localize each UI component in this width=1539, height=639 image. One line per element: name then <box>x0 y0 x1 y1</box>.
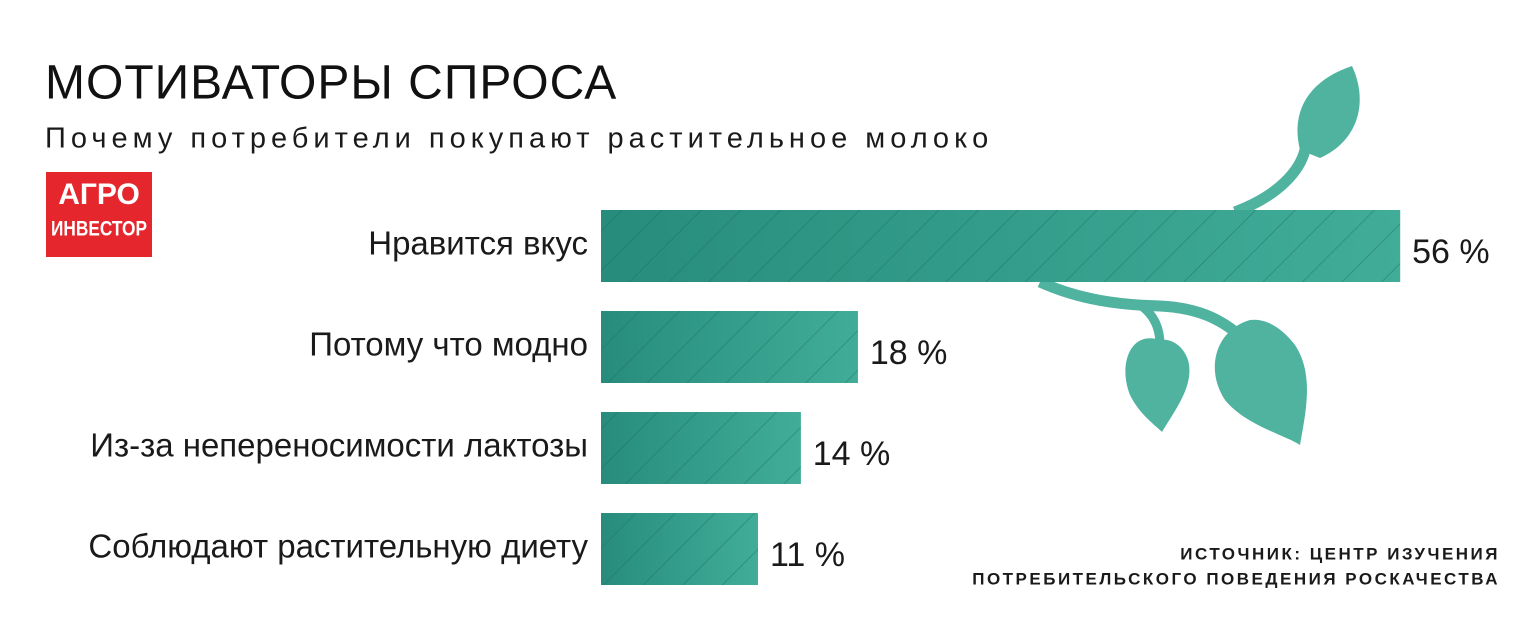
logo: АГРО ИНВЕСТОР <box>46 172 152 257</box>
bar-hatch <box>601 412 801 484</box>
category-label: Соблюдают растительную диету <box>88 528 588 565</box>
logo-text: ИНВЕСТОР <box>51 218 147 241</box>
source-text: ИСТОЧНИК: ЦЕНТР ИЗУЧЕНИЯ <box>1180 544 1500 563</box>
category-label: Из-за непереносимости лактозы <box>90 427 588 464</box>
source-text: ПОТРЕБИТЕЛЬСКОГО ПОВЕДЕНИЯ РОСКАЧЕСТВА <box>972 569 1500 588</box>
vine-decoration <box>1037 66 1360 445</box>
bar-hatch <box>601 513 758 585</box>
value-label: 14 % <box>813 435 891 473</box>
category-label: Потому что модно <box>309 326 588 363</box>
value-label: 18 % <box>870 334 948 372</box>
value-label: 11 % <box>770 536 845 574</box>
category-label: Нравится вкус <box>368 225 588 262</box>
chart-subtitle: Почему потребители покупают растительное… <box>45 123 993 155</box>
bar-hatch <box>601 210 1401 282</box>
bar-hatch <box>601 311 858 383</box>
logo-box <box>46 172 152 257</box>
value-label: 56 % <box>1412 233 1490 271</box>
chart-title: МОТИВАТОРЫ СПРОСА <box>45 57 617 110</box>
logo-text: АГРО <box>58 178 140 211</box>
